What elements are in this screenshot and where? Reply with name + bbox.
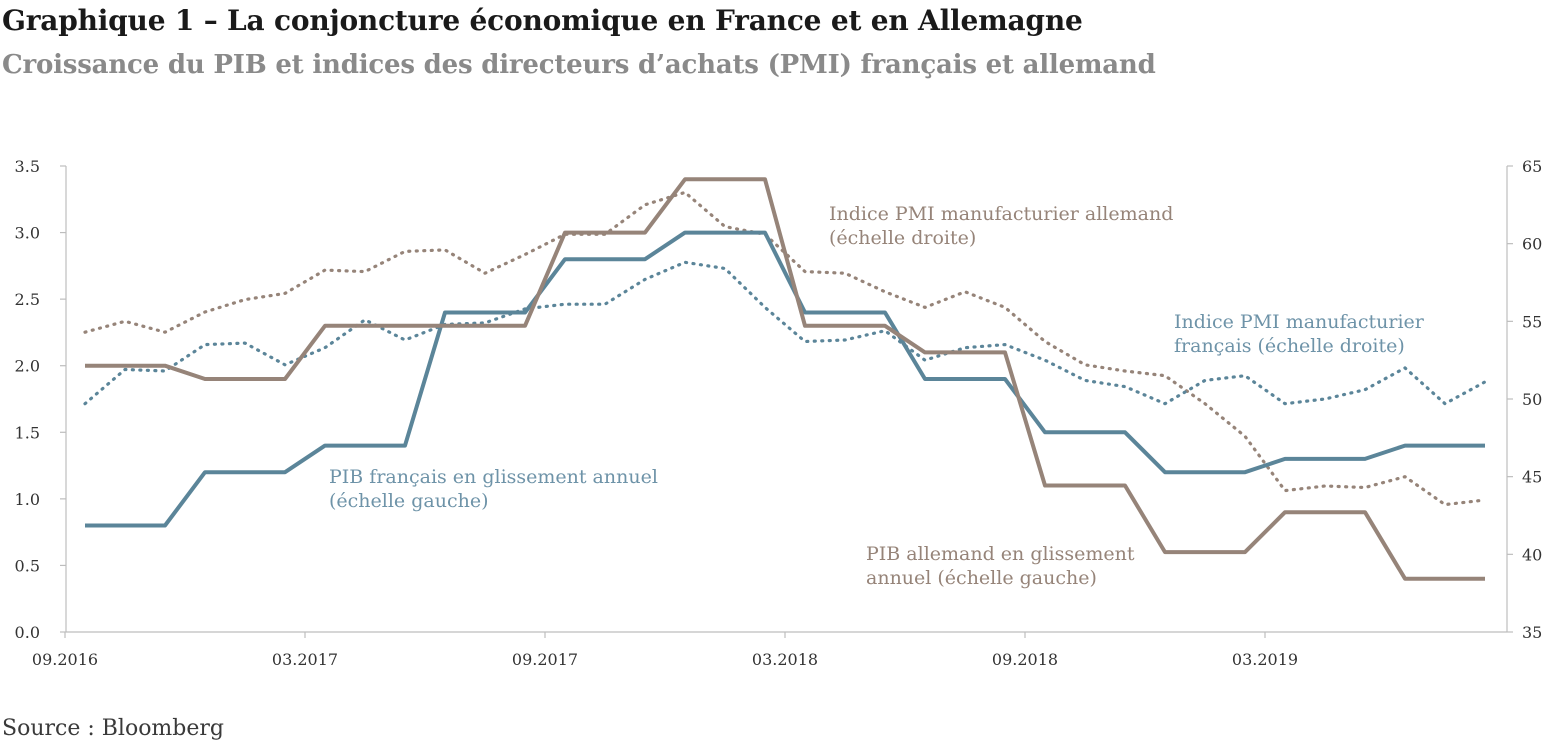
y-right-tick-label: 45 <box>1522 468 1542 487</box>
y-left-tick-label: 0.5 <box>15 556 40 575</box>
x-tick-label: 03.2019 <box>1232 650 1298 669</box>
annotation-line: PIB français en glissement annuel <box>329 466 658 488</box>
y-left-tick-label: 2.0 <box>15 357 40 376</box>
series-line-pib-fr <box>85 230 1485 528</box>
y-left-tick-label: 1.0 <box>15 490 40 509</box>
y-right-tick-label: 40 <box>1522 545 1542 564</box>
annotation-line: Indice PMI manufacturier allemand <box>829 203 1173 225</box>
annotation-pmi-de: Indice PMI manufacturier allemand (échell… <box>829 203 1173 249</box>
chart-title: Graphique 1 – La conjoncture économique … <box>2 4 1083 37</box>
annotation-line: (échelle gauche) <box>329 490 488 512</box>
y-left-tick-label: 3.5 <box>15 157 40 176</box>
y-left-tick-label: 3.0 <box>15 224 40 243</box>
chart-annotations: Indice PMI manufacturier allemand (échell… <box>329 203 1425 589</box>
annotation-line: (échelle droite) <box>829 227 976 249</box>
series-line-pmi-de <box>83 190 1487 507</box>
y-right-tick-label: 55 <box>1522 312 1542 331</box>
chart-subtitle: Croissance du PIB et indices des directe… <box>2 50 1156 80</box>
x-tick-label: 09.2016 <box>32 650 98 669</box>
chart-series <box>83 177 1487 581</box>
y-right-tick-label: 50 <box>1522 390 1542 409</box>
y-right-tick-label: 35 <box>1522 623 1542 642</box>
x-tick-label: 09.2018 <box>992 650 1058 669</box>
source-note: Source : Bloomberg <box>2 716 224 741</box>
series-line-pib-de <box>85 177 1485 581</box>
x-tick-label: 03.2017 <box>272 650 338 669</box>
annotation-line: annuel (échelle gauche) <box>866 567 1097 589</box>
y-right-tick-label: 65 <box>1522 157 1542 176</box>
x-tick-label: 03.2018 <box>752 650 818 669</box>
y-left-tick-label: 0.0 <box>15 623 40 642</box>
x-tick-label: 09.2017 <box>512 650 578 669</box>
annotation-pmi-fr: Indice PMI manufacturier français (échell… <box>1174 311 1425 357</box>
y-left-tick-label: 1.5 <box>15 423 40 442</box>
annotation-pib-de: PIB allemand en glissement annuel (échell… <box>866 543 1135 589</box>
annotation-line: Indice PMI manufacturier <box>1174 311 1425 333</box>
series-line-pmi-fr <box>83 260 1487 406</box>
y-right-tick-label: 60 <box>1522 235 1542 254</box>
annotation-line: PIB allemand en glissement <box>866 543 1135 565</box>
annotation-pib-fr: PIB français en glissement annuel (échell… <box>329 466 658 512</box>
annotation-line: français (échelle droite) <box>1174 335 1405 357</box>
y-left-tick-label: 2.5 <box>15 290 40 309</box>
chart-axes: 0.0 0.5 1.0 1.5 2.0 2.5 3.0 3.5 35 40 45 50 55 60 65 09… <box>15 157 1543 669</box>
